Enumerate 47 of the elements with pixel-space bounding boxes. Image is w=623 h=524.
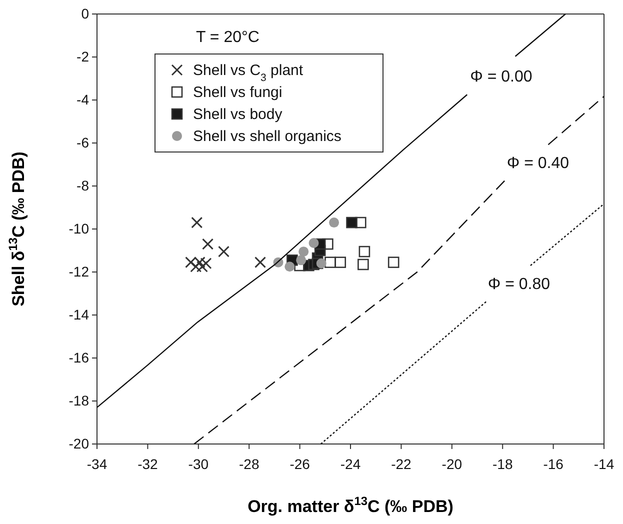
x-tick-label: -34 — [86, 456, 108, 472]
x-tick-label: -20 — [442, 456, 462, 472]
y-tick-label: -12 — [68, 263, 90, 280]
y-tick-label: -6 — [76, 134, 90, 150]
x-tick-label: -32 — [138, 456, 158, 472]
x-tick-label: -26 — [290, 456, 310, 472]
x-tick-label: -24 — [340, 456, 361, 472]
y-tick-label: -16 — [68, 349, 90, 366]
point — [329, 218, 340, 228]
y-tick-label: -2 — [76, 48, 90, 64]
y-tick-label: -20 — [68, 435, 90, 452]
y-tick-label: -10 — [68, 220, 90, 236]
series-label: Φ = 0.80 — [488, 276, 550, 294]
point — [388, 256, 400, 268]
x-tick-label: -30 — [188, 456, 209, 472]
x-tick-label: -18 — [492, 456, 513, 472]
point — [196, 260, 208, 272]
point — [191, 216, 203, 228]
x-tick-label: -28 — [238, 456, 260, 472]
point — [202, 238, 214, 250]
x-tick-label: -14 — [594, 456, 614, 472]
y-tick-label: -8 — [76, 177, 90, 194]
point — [284, 262, 295, 272]
point — [358, 246, 370, 258]
series-label: Φ = 0.00 — [470, 68, 532, 86]
point — [316, 258, 326, 268]
point — [334, 256, 346, 268]
x-tick-label: -22 — [391, 456, 412, 472]
legend-label: Shell vs shell organics — [193, 128, 342, 145]
x-axis-title: Org. matter δ$^{13}$C (‰ PDB) — [248, 494, 454, 516]
y-tick-label: 0 — [81, 5, 90, 22]
x-tick-label: -16 — [543, 456, 564, 472]
point — [358, 258, 369, 270]
annotation: T = 20°C — [196, 29, 260, 46]
legend-label: Shell vs C$_{3}$ plant — [193, 62, 304, 84]
y-tick-label: -14 — [68, 306, 90, 322]
point — [296, 255, 306, 266]
legend-label: Shell vs fungi — [193, 84, 282, 101]
point — [308, 238, 319, 248]
point — [298, 246, 309, 257]
point — [254, 256, 266, 268]
point — [346, 216, 358, 228]
series-label: Φ = 0.40 — [506, 154, 570, 172]
y-tick-label: -4 — [76, 91, 90, 108]
legend-label: Shell vs body — [193, 106, 283, 123]
y-tick-label: -18 — [68, 392, 90, 408]
point — [218, 246, 230, 258]
